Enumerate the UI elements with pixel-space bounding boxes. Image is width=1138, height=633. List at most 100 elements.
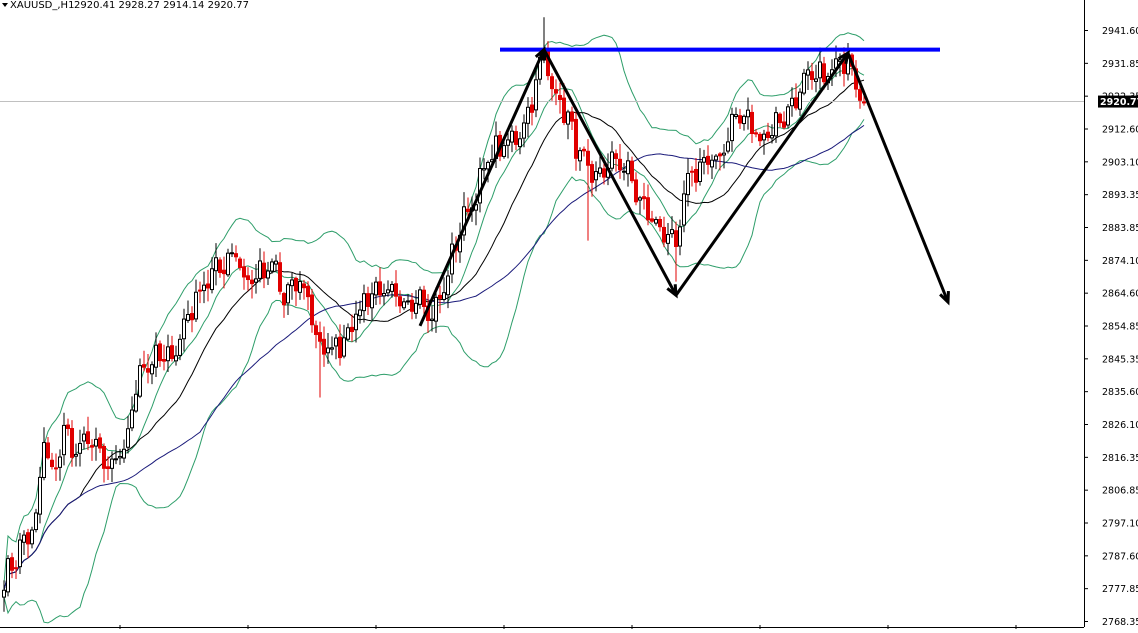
candle[interactable] — [326, 333, 330, 364]
candle[interactable] — [390, 281, 394, 298]
pattern-arrow[interactable] — [418, 46, 546, 327]
candle[interactable] — [354, 300, 358, 343]
candle[interactable] — [518, 132, 522, 155]
candle[interactable] — [82, 426, 86, 450]
candle[interactable] — [66, 418, 70, 436]
candle[interactable] — [694, 158, 698, 192]
candle[interactable] — [746, 97, 750, 130]
candle[interactable] — [206, 269, 210, 302]
candle[interactable] — [290, 272, 294, 300]
candle[interactable] — [26, 528, 30, 559]
candle[interactable] — [218, 257, 222, 278]
candle[interactable] — [422, 285, 426, 317]
candle[interactable] — [242, 258, 246, 290]
candle[interactable] — [794, 83, 798, 111]
candle[interactable] — [6, 555, 10, 597]
candle[interactable] — [166, 334, 170, 372]
candle[interactable] — [686, 158, 690, 207]
candle[interactable] — [814, 64, 818, 93]
candle[interactable] — [314, 320, 318, 349]
candle[interactable] — [706, 145, 710, 175]
candle[interactable] — [582, 146, 586, 157]
candle[interactable] — [386, 280, 390, 297]
candle[interactable] — [798, 88, 802, 116]
candle[interactable] — [750, 104, 754, 144]
candle[interactable] — [762, 129, 766, 155]
candle[interactable] — [58, 449, 62, 481]
candle[interactable] — [278, 252, 282, 295]
candle[interactable] — [646, 184, 650, 226]
candle[interactable] — [298, 271, 302, 300]
candle[interactable] — [626, 151, 630, 187]
candle[interactable] — [782, 111, 786, 130]
symbol-expand-icon[interactable] — [2, 3, 8, 7]
candle[interactable] — [54, 453, 58, 482]
candle[interactable] — [430, 305, 434, 332]
pattern-arrow[interactable] — [846, 52, 950, 306]
candle[interactable] — [310, 288, 314, 333]
candle[interactable] — [294, 276, 298, 307]
candle[interactable] — [42, 427, 46, 481]
candle[interactable] — [190, 306, 194, 333]
candle[interactable] — [754, 129, 758, 138]
candle[interactable] — [730, 107, 734, 152]
candle[interactable] — [758, 132, 762, 147]
candle[interactable] — [554, 79, 558, 106]
candle[interactable] — [334, 334, 338, 360]
candle[interactable] — [342, 324, 346, 359]
candle[interactable] — [550, 73, 554, 101]
candle[interactable] — [50, 452, 54, 470]
candle[interactable] — [858, 85, 862, 109]
candle[interactable] — [146, 354, 150, 384]
candle[interactable] — [610, 141, 614, 172]
candle[interactable] — [526, 97, 530, 138]
candle[interactable] — [378, 267, 382, 305]
candle[interactable] — [302, 279, 306, 300]
plot-area[interactable] — [0, 17, 1084, 624]
candle[interactable] — [714, 153, 718, 170]
candle[interactable] — [226, 248, 230, 277]
candle[interactable] — [710, 154, 714, 179]
candle[interactable] — [682, 180, 686, 233]
candle[interactable] — [598, 154, 602, 178]
candle[interactable] — [562, 83, 566, 126]
candle[interactable] — [662, 216, 666, 248]
candle[interactable] — [110, 451, 114, 482]
candle[interactable] — [262, 251, 266, 289]
candle[interactable] — [162, 344, 166, 371]
candle[interactable] — [790, 87, 794, 117]
candle[interactable] — [594, 161, 598, 192]
candle[interactable] — [102, 443, 106, 483]
candle[interactable] — [138, 358, 142, 399]
candle[interactable] — [350, 314, 354, 342]
candle[interactable] — [630, 156, 634, 184]
candle[interactable] — [718, 152, 722, 171]
candle[interactable] — [374, 276, 378, 305]
candle[interactable] — [10, 552, 14, 579]
candle[interactable] — [510, 125, 514, 153]
candle[interactable] — [18, 532, 22, 575]
candle[interactable] — [522, 114, 526, 148]
candle[interactable] — [34, 508, 38, 533]
candle[interactable] — [194, 279, 198, 323]
candle[interactable] — [70, 420, 74, 467]
candle[interactable] — [654, 216, 658, 226]
candle[interactable] — [690, 166, 694, 187]
candle[interactable] — [170, 335, 174, 362]
candle[interactable] — [366, 286, 370, 315]
candle[interactable] — [586, 139, 590, 241]
candle[interactable] — [622, 162, 626, 181]
candle[interactable] — [446, 270, 450, 309]
candle[interactable] — [722, 144, 726, 169]
candle[interactable] — [394, 270, 398, 307]
candle[interactable] — [358, 300, 362, 324]
candle[interactable] — [186, 300, 190, 323]
candle[interactable] — [650, 210, 654, 223]
candle[interactable] — [222, 256, 226, 289]
candle[interactable] — [530, 97, 534, 126]
candle[interactable] — [574, 108, 578, 171]
candle[interactable] — [362, 284, 366, 323]
candle[interactable] — [726, 127, 730, 154]
candle[interactable] — [106, 456, 110, 480]
candle[interactable] — [810, 62, 814, 90]
